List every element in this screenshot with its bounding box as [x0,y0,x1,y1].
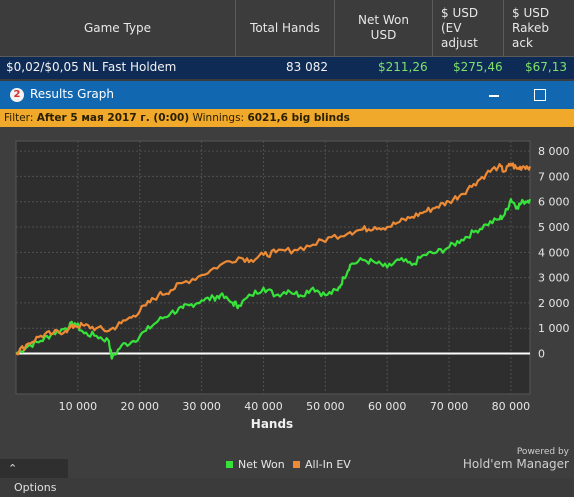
col-header-rakeback-line3: ack [512,35,533,50]
chart-area: 0 1 000 2 000 3 000 4 000 5 000 6 000 7 000 8 00… [0,127,574,478]
col-header-rakeback[interactable]: $ USD Rakeb ack [503,0,574,56]
legend-all-in-ev: All-In EV [293,458,351,471]
y-tick-label: 8 000 [538,145,570,158]
window-title: Results Graph [30,87,114,101]
table-row[interactable]: $0,02/$0,05 NL Fast Holdem 83 082 $211,2… [0,57,574,79]
powered-by-label: Powered by [516,447,569,457]
y-tick-label: 2 000 [538,297,570,310]
y-tick-label: 7 000 [538,170,570,183]
legend-all-in-ev-swatch [293,461,300,468]
col-header-game-type-label: Game Type [83,20,152,35]
x-tick-label: 30 000 [182,400,221,413]
net-won-line [15,198,532,360]
cell-ev-adjusted: $275,46 [453,60,503,74]
filter-bar: Filter: After 5 мая 2017 г. (0:00) Winni… [0,109,574,127]
options-button[interactable]: ⌃ Options [0,459,68,494]
plot-background [15,140,531,395]
filter-value: After 5 мая 2017 г. (0:00) [36,112,190,124]
cell-game-type: $0,02/$0,05 NL Fast Holdem [6,60,177,74]
chevron-up-icon: ⌃ [8,462,18,475]
cell-total-hands: 83 082 [286,60,328,74]
col-header-net-won-line2: USD [370,28,397,42]
cell-rakeback: $67,13 [525,60,567,74]
results-table-header: Game Type Total Hands Net Won USD $ USD … [0,0,574,57]
x-tick-label: 10 000 [59,400,98,413]
col-header-net-won-line1: Net Won [358,13,409,27]
x-tick-label: 20 000 [120,400,159,413]
filter-label: Filter: [4,112,34,124]
y-tick-label: 3 000 [538,272,570,285]
report-number-badge: 2 [10,88,24,102]
col-header-ev-line1: $ USD [441,5,479,20]
col-header-ev-line2: (EV [441,20,462,35]
winnings-label: Winnings: [192,112,245,124]
legend-net-won-label: Net Won [238,458,285,471]
x-tick-label: 80 000 [492,400,531,413]
col-header-net-won[interactable]: Net Won USD [334,0,432,56]
y-tick-label: 5 000 [538,221,570,234]
legend-all-in-ev-label: All-In EV [305,458,351,471]
x-tick-label: 60 000 [368,400,407,413]
legend-net-won-swatch [226,461,233,468]
y-tick-label: 1 000 [538,322,570,335]
chart-footer: ⌃ Options Net Won All-In EV Powered by H… [0,447,574,494]
x-tick-label: 70 000 [430,400,469,413]
col-header-rakeback-line2: Rakeb [512,20,549,35]
minimize-icon[interactable] [489,87,500,99]
y-tick-label: 0 [538,348,545,361]
y-tick-label: 6 000 [538,196,570,209]
options-label: Options [14,481,57,494]
col-header-ev-adjusted[interactable]: $ USD (EV adjust [432,0,503,56]
legend-net-won: Net Won [226,458,285,471]
cell-net-won: $211,26 [378,60,428,74]
results-graph-titlebar: 2 Results Graph [0,81,574,109]
results-chart: 0 1 000 2 000 3 000 4 000 5 000 6 000 7 000 8 00… [15,140,570,431]
col-header-ev-line3: adjust [441,35,478,50]
winnings-value: 6021,6 big blinds [247,112,350,124]
brand-logo-text: Hold'em Manager [462,457,569,471]
col-header-game-type[interactable]: Game Type [0,0,235,56]
x-axis-title: Hands [251,417,293,431]
x-tick-label: 50 000 [306,400,345,413]
col-header-total-hands[interactable]: Total Hands [235,0,334,56]
y-tick-label: 4 000 [538,246,570,259]
powered-by: Powered by Hold'em Manager [463,447,569,471]
maximize-icon[interactable] [534,89,546,101]
x-tick-label: 40 000 [244,400,283,413]
all-in-ev-line [15,162,532,356]
col-header-rakeback-line1: $ USD [512,5,550,20]
col-header-total-hands-label: Total Hands [250,20,320,35]
